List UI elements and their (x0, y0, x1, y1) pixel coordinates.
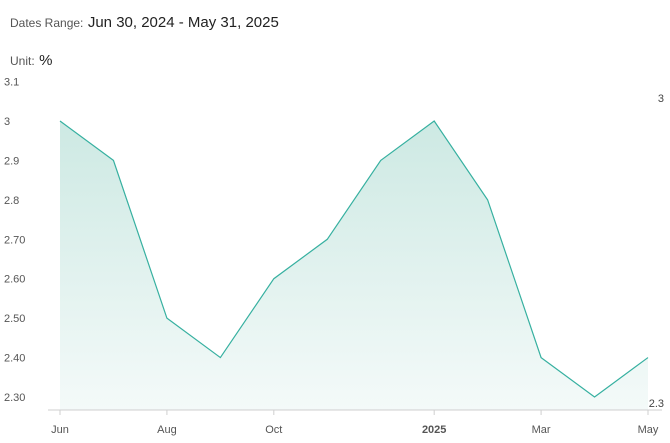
unit-row: Unit: % (10, 52, 52, 70)
dates-range-value: Jun 30, 2024 - May 31, 2025 (87, 14, 279, 31)
unit-value: % (39, 52, 53, 69)
x-tick-label: Mar (532, 424, 551, 436)
max-value-label: 3 (658, 93, 664, 105)
y-tick-label: 2.70 (4, 234, 25, 246)
y-tick-label: 3 (4, 116, 10, 128)
x-tick-label: Aug (157, 424, 177, 436)
x-tick-label: May (638, 424, 659, 436)
series-line (59, 120, 649, 398)
min-value-label: 2.3 (649, 398, 664, 410)
y-tick-label: 3.1 (4, 77, 19, 89)
y-tick-label: 2.40 (4, 353, 25, 365)
y-tick-label: 2.8 (4, 195, 19, 207)
y-tick-label: 2.30 (4, 392, 25, 404)
x-tick-label: 2025 (422, 424, 446, 436)
dates-range: Dates Range: Jun 30, 2024 - May 31, 2025 (10, 14, 279, 32)
unit-label: Unit: (10, 54, 35, 68)
y-tick-label: 2.50 (4, 313, 25, 325)
series-area (60, 121, 648, 410)
y-tick-label: 2.60 (4, 274, 25, 286)
x-tick-label: Jun (51, 424, 69, 436)
dates-range-label: Dates Range: (10, 16, 84, 30)
x-tick-label: Oct (265, 424, 282, 436)
y-tick-label: 2.9 (4, 155, 19, 167)
